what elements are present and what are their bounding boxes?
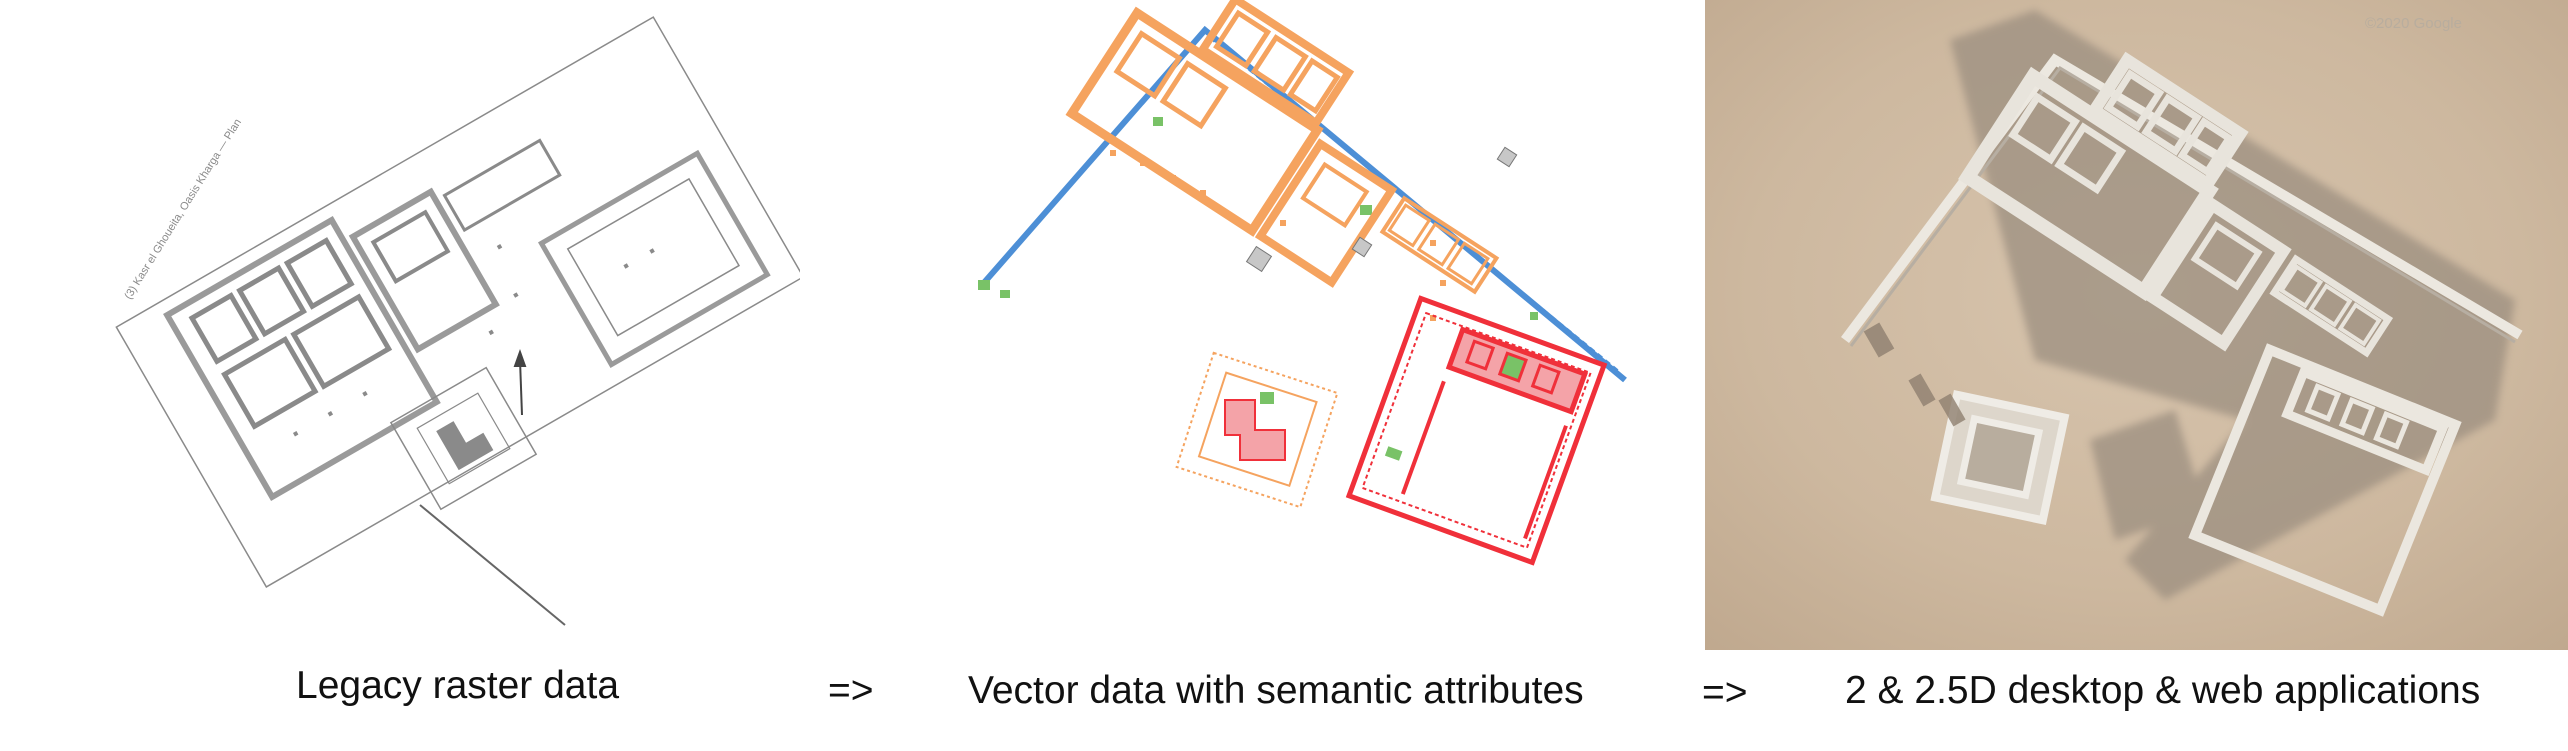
ground-ruins [1863,322,1966,427]
vector-enclosure-wall [979,25,1627,383]
satellite-scene: ©2020 Google [1705,0,2568,650]
vector-main-block [1065,6,1324,237]
vector-east-block [1345,295,1608,566]
model-enclosure-wall [1841,53,2523,343]
raster-plan-drawing: (3) Kasr el Ghoueita, Oasis Kharga — Pla… [115,16,800,626]
caption-arrow-2: => [1702,671,1748,714]
legacy-raster-plan: (3) Kasr el Ghoueita, Oasis Kharga — Pla… [100,0,800,650]
scale-bar-icon [419,504,566,626]
caption-legacy-raster: Legacy raster data [296,664,620,707]
vector-central-block [1254,138,1398,288]
raster-square-annex [389,366,538,511]
vector-plan-drawing [978,0,1627,566]
vector-plan [960,0,1660,650]
caption-applications: 2 & 2.5D desktop & web applications [1845,669,2481,712]
model-main-block [1958,51,2394,358]
raster-east-block [538,149,771,369]
satellite-watermark: ©2020 Google [2365,15,2462,32]
raster-plan-label: (3) Kasr el Ghoueita, Oasis Kharga — Pla… [122,117,244,302]
vector-square-annex [1175,351,1339,509]
caption-vector-data: Vector data with semantic attributes [968,669,1584,712]
raster-main-block [163,215,441,502]
north-arrow-icon [513,349,527,416]
model-square-annex [1930,389,2070,526]
vector-green-openings [978,117,1538,320]
raster-enclosure-wall [115,16,800,588]
satellite-2-5d-view: ©2020 Google [1705,0,2568,650]
model-east-block [2188,343,2462,617]
caption-arrow-1: => [828,669,874,712]
raster-central-block [348,187,500,354]
